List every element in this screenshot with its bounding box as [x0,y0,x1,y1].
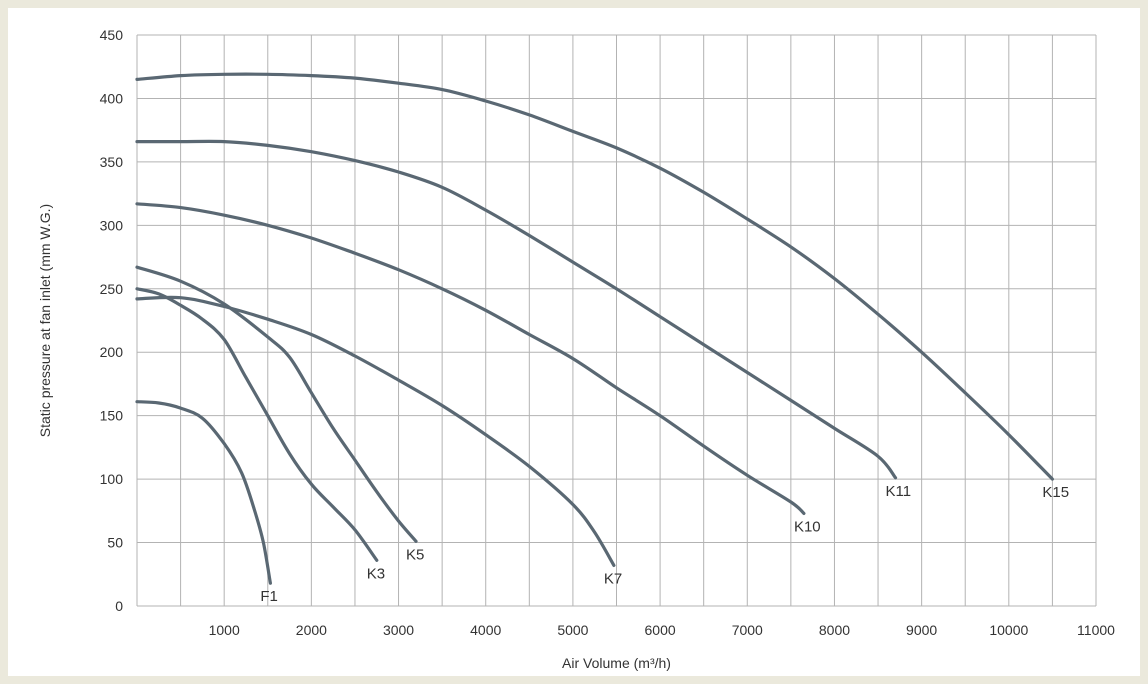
curve-label-k15: K15 [1042,484,1069,501]
x-axis-title: Air Volume (m³/h) [562,655,671,671]
y-tick-label: 350 [100,154,124,170]
x-tick-label: 4000 [470,622,501,638]
y-tick-label: 100 [100,471,124,487]
curve-k7 [135,295,616,567]
x-tick-label: 5000 [557,622,588,638]
curve-label-f1: F1 [260,588,278,605]
y-tick-label: 150 [100,408,124,424]
chart-panel: 1000 2000 3000 4000 5000 6000 7000 8000 9000 1000… [8,8,1140,676]
curve-f1 [135,400,272,585]
x-tick-label: 7000 [732,622,763,638]
y-tick-label: 450 [100,27,124,43]
labels: 1000 2000 3000 4000 5000 6000 7000 8000 9000 1000… [100,27,1116,638]
x-tick-label: 1000 [209,622,240,638]
curve-label-k11: K11 [885,483,911,500]
curve-label-k10: K10 [794,518,821,535]
y-tick-label: 200 [100,344,124,360]
x-tick-label: 9000 [906,622,937,638]
x-tick-label: 3000 [383,622,414,638]
grid [136,34,1097,607]
y-tick-label: 0 [115,598,123,614]
curve-k15 [135,72,1054,481]
x-tick-label: 6000 [645,622,676,638]
curve-label-k5: K5 [406,546,424,563]
y-tick-label: 50 [107,535,123,551]
y-tick-label: 300 [100,217,124,233]
y-axis-title: Static pressure at fan inlet (mm W.G.) [37,204,53,437]
fan-performance-chart: 1000 2000 3000 4000 5000 6000 7000 8000 9000 1000… [37,27,1116,671]
x-tick-label: 11000 [1077,622,1115,638]
x-tick-label: 8000 [819,622,850,638]
x-tick-label: 2000 [296,622,327,638]
curve-label-k3: K3 [367,565,385,582]
curves [135,72,1054,585]
curve-k3 [135,287,379,562]
y-tick-label: 250 [100,281,124,297]
curve-k5 [135,265,418,543]
curve-k11 [135,139,898,480]
y-tick-label: 400 [100,90,124,106]
curve-label-k7: K7 [604,570,622,587]
x-tick-label: 10000 [989,622,1028,638]
curve-k10 [135,202,806,515]
